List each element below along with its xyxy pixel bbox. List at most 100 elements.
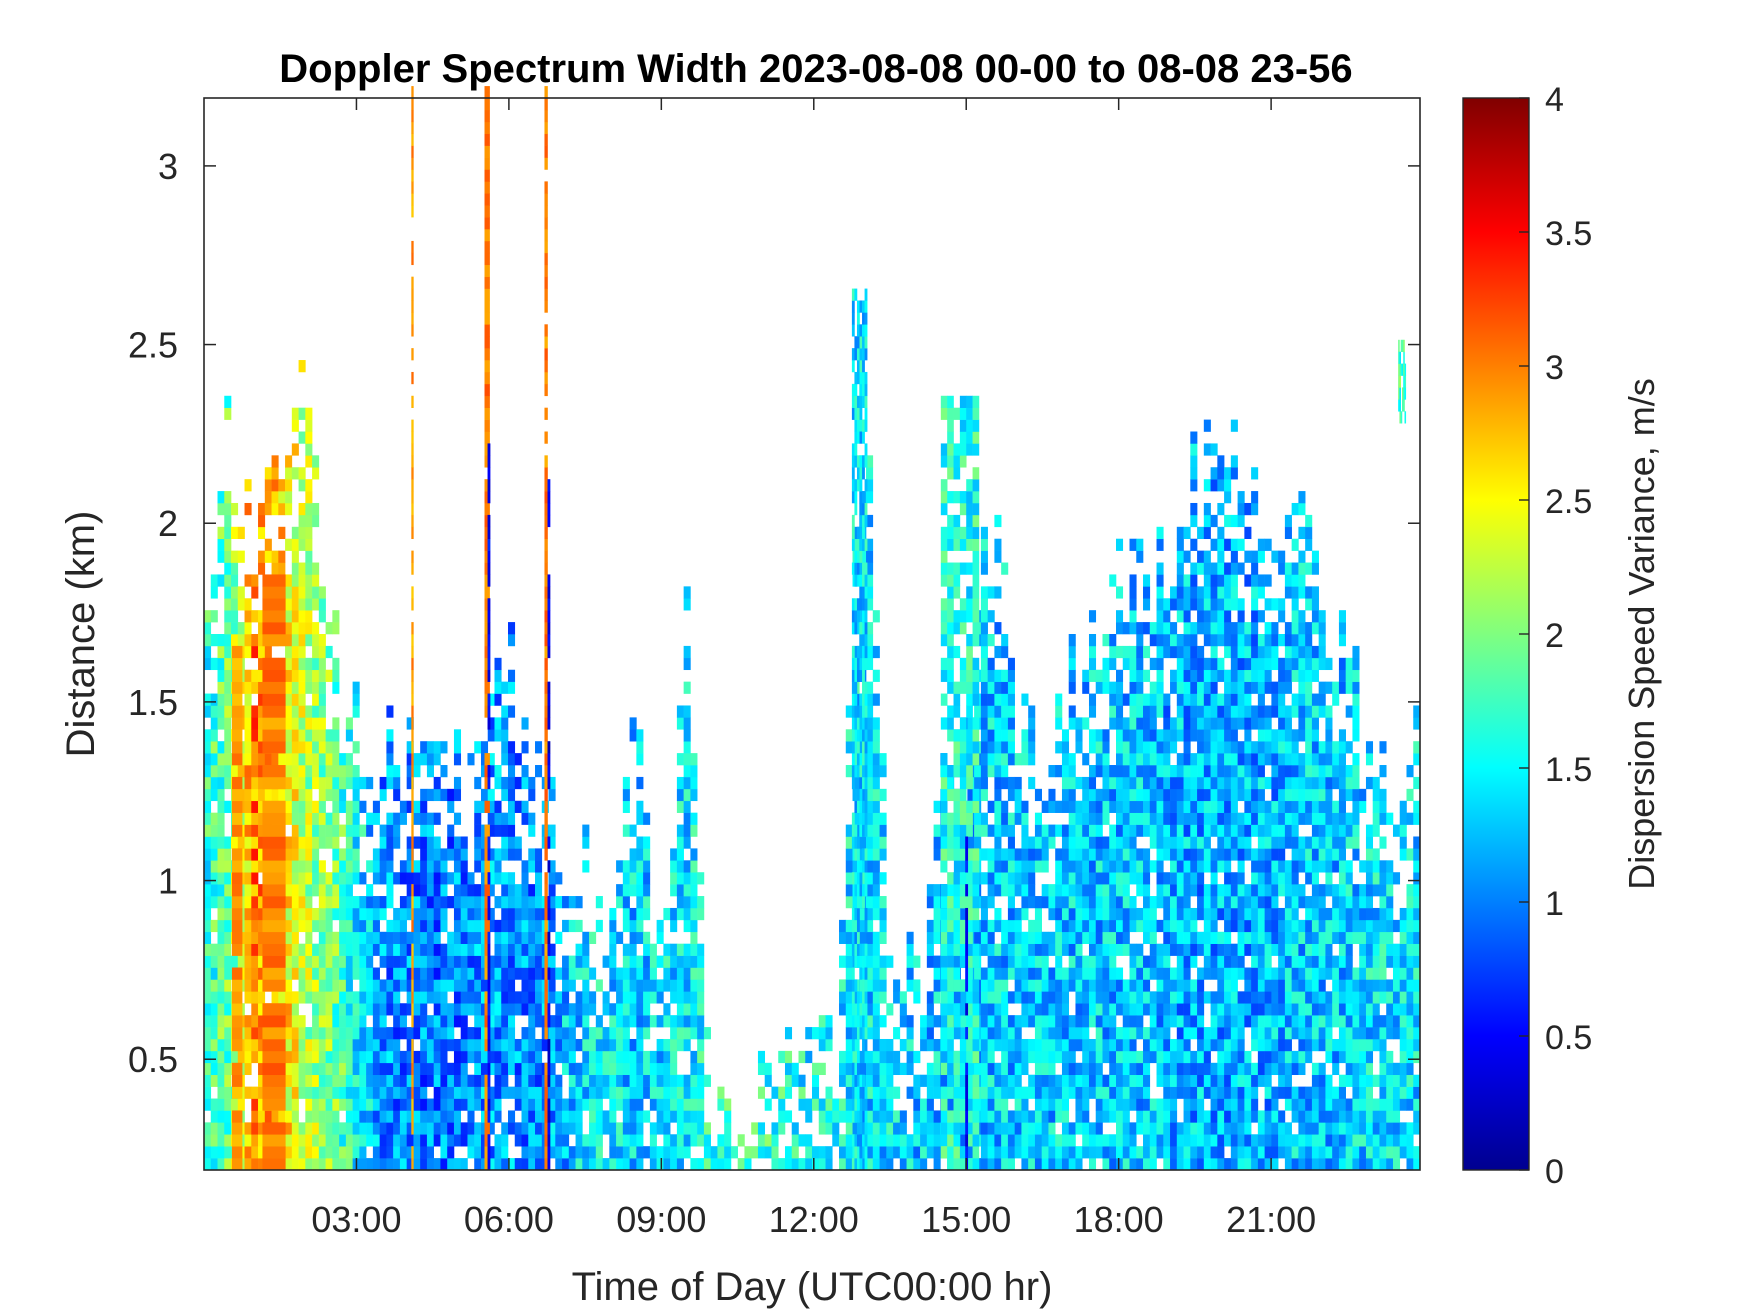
heatmap-cell — [1156, 896, 1164, 909]
heatmap-cell — [784, 1158, 793, 1171]
heatmap-cell — [1156, 860, 1164, 873]
heatmap-cell — [359, 1015, 367, 1028]
heatmap-cell — [1190, 717, 1198, 730]
heatmap-cell — [784, 1146, 793, 1159]
heatmap-cell — [1082, 1015, 1090, 1028]
heatmap-cell — [453, 741, 462, 754]
heatmap-cell — [1203, 419, 1211, 432]
heatmap-cell — [1082, 836, 1090, 849]
heatmap-cell — [1048, 884, 1056, 897]
heatmap-cell — [291, 907, 299, 921]
heatmap-cell — [494, 872, 502, 885]
heatmap-cell — [663, 979, 671, 992]
heatmap-cell — [298, 776, 306, 790]
heatmap-cell — [1055, 1086, 1063, 1099]
heatmap-cell — [1075, 836, 1083, 849]
heatmap-cell — [1217, 931, 1225, 944]
heatmap-cell — [1237, 562, 1245, 575]
heatmap-cell — [1149, 800, 1157, 813]
heatmap-cell — [548, 836, 556, 849]
heatmap-cell — [818, 1158, 826, 1171]
heatmap-cell — [406, 907, 414, 921]
heatmap-cell — [1163, 1015, 1171, 1028]
heatmap-cell — [663, 1015, 671, 1028]
heatmap-cell — [886, 1050, 894, 1064]
heatmap-cell — [1122, 1003, 1130, 1016]
heatmap-cell — [1055, 919, 1063, 933]
heatmap-cell — [886, 1158, 894, 1171]
heatmap-cell — [1244, 824, 1252, 837]
heatmap-cell — [217, 812, 225, 825]
heatmap-cell — [656, 1050, 664, 1064]
heatmap-cell — [1156, 1015, 1164, 1028]
heatmap-cell — [1278, 1062, 1286, 1076]
heatmap-cell — [1061, 931, 1070, 944]
heatmap-cell — [967, 1146, 975, 1159]
heatmap-cell — [298, 705, 306, 718]
heatmap-cell — [1149, 931, 1157, 944]
heatmap-cell — [271, 991, 279, 1004]
heatmap-cell — [204, 693, 212, 706]
heatmap-cell — [204, 931, 212, 944]
heatmap-cell — [616, 931, 624, 944]
heatmap-cell — [1170, 824, 1178, 837]
heatmap-cell — [1251, 502, 1259, 516]
heatmap-cell — [433, 1027, 441, 1040]
heatmap-cell — [1068, 776, 1076, 790]
heatmap-cell — [994, 1015, 1002, 1028]
heatmap-cell — [1170, 1003, 1178, 1016]
heatmap-cell — [244, 1015, 252, 1028]
heatmap-cell — [1082, 812, 1090, 825]
heatmap-cell — [1068, 669, 1076, 682]
heatmap-cell — [1230, 1122, 1238, 1135]
heatmap-cell — [372, 1086, 380, 1099]
heatmap-cell — [1257, 538, 1265, 551]
heatmap-cell — [1156, 669, 1164, 682]
heatmap-cell — [1048, 1050, 1056, 1064]
heatmap-cell — [1251, 645, 1259, 659]
heatmap-cell — [467, 872, 475, 885]
heatmap-cell — [1183, 955, 1191, 968]
heatmap-cell — [866, 967, 874, 980]
heatmap-cell — [285, 1146, 293, 1159]
heatmap-cell — [1143, 753, 1151, 766]
heatmap-cell — [683, 967, 691, 980]
heatmap-cell — [1109, 943, 1117, 956]
heatmap-cell — [271, 788, 279, 802]
heatmap-cell — [1156, 1122, 1164, 1135]
heatmap-cell — [683, 979, 691, 992]
heatmap-cell — [1143, 586, 1151, 599]
heatmap-cell — [1183, 1027, 1191, 1040]
heatmap-cell — [1224, 669, 1232, 682]
heatmap-cell — [1224, 717, 1232, 730]
heatmap-cell — [649, 1050, 657, 1064]
heatmap-cell — [839, 1134, 847, 1147]
heatmap-cell — [1197, 1110, 1205, 1123]
heatmap-cell — [980, 848, 988, 861]
heatmap-cell — [697, 1003, 705, 1016]
heatmap-cell — [318, 919, 326, 933]
heatmap-cell — [1264, 848, 1272, 861]
heatmap-cell — [649, 1134, 657, 1147]
heatmap-cell — [345, 812, 353, 825]
heatmap-cell — [210, 872, 218, 885]
heatmap-cell — [717, 1086, 725, 1099]
heatmap-cell — [210, 1122, 218, 1135]
heatmap-cell — [467, 991, 475, 1004]
heatmap-cell — [352, 907, 360, 921]
heatmap-cell — [987, 860, 995, 873]
heatmap-cell — [1068, 717, 1076, 730]
heatmap-cell — [845, 1122, 853, 1135]
heatmap-cell — [629, 943, 637, 956]
heatmap-cell — [298, 681, 306, 694]
heatmap-cell — [258, 955, 266, 968]
heatmap-cell — [467, 1122, 475, 1135]
heatmap-cell — [305, 884, 313, 897]
heatmap-cell — [1095, 812, 1103, 825]
heatmap-cell — [872, 693, 880, 706]
heatmap-cell — [1244, 836, 1252, 849]
heatmap-cell — [1176, 776, 1184, 790]
heatmap-cell — [1170, 1158, 1178, 1171]
heatmap-cell — [953, 860, 961, 873]
heatmap-cell — [359, 1122, 367, 1135]
